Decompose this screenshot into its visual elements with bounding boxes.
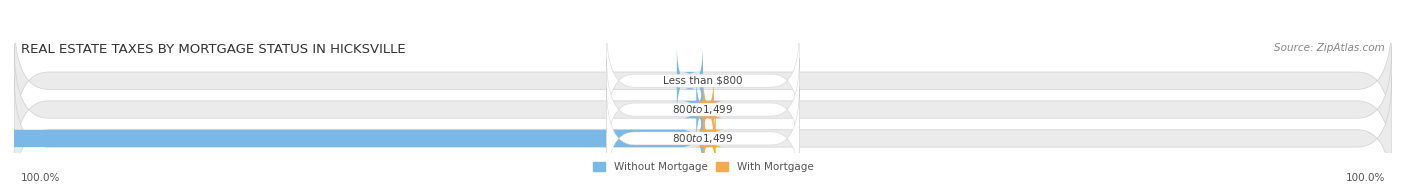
- Text: $800 to $1,499: $800 to $1,499: [672, 103, 734, 116]
- Text: $800 to $1,499: $800 to $1,499: [672, 132, 734, 145]
- FancyBboxPatch shape: [606, 29, 800, 132]
- FancyBboxPatch shape: [14, 17, 1392, 144]
- Text: 1.9%: 1.9%: [640, 76, 666, 86]
- FancyBboxPatch shape: [682, 75, 717, 144]
- Text: 100.0%: 100.0%: [1346, 173, 1385, 183]
- Text: 0.0%: 0.0%: [714, 76, 741, 86]
- FancyBboxPatch shape: [0, 104, 703, 173]
- Text: 0.79%: 0.79%: [725, 104, 758, 114]
- FancyBboxPatch shape: [606, 58, 800, 161]
- FancyBboxPatch shape: [606, 87, 800, 190]
- FancyBboxPatch shape: [695, 104, 724, 173]
- Legend: Without Mortgage, With Mortgage: Without Mortgage, With Mortgage: [593, 162, 813, 172]
- Text: 0.49%: 0.49%: [652, 104, 685, 114]
- Text: Source: ZipAtlas.com: Source: ZipAtlas.com: [1274, 43, 1385, 53]
- FancyBboxPatch shape: [693, 75, 724, 144]
- Text: 0.92%: 0.92%: [727, 133, 759, 143]
- Text: REAL ESTATE TAXES BY MORTGAGE STATUS IN HICKSVILLE: REAL ESTATE TAXES BY MORTGAGE STATUS IN …: [21, 43, 405, 56]
- FancyBboxPatch shape: [14, 75, 1392, 196]
- Text: 100.0%: 100.0%: [21, 173, 60, 183]
- FancyBboxPatch shape: [14, 46, 1392, 173]
- Text: Less than $800: Less than $800: [664, 76, 742, 86]
- FancyBboxPatch shape: [676, 46, 703, 115]
